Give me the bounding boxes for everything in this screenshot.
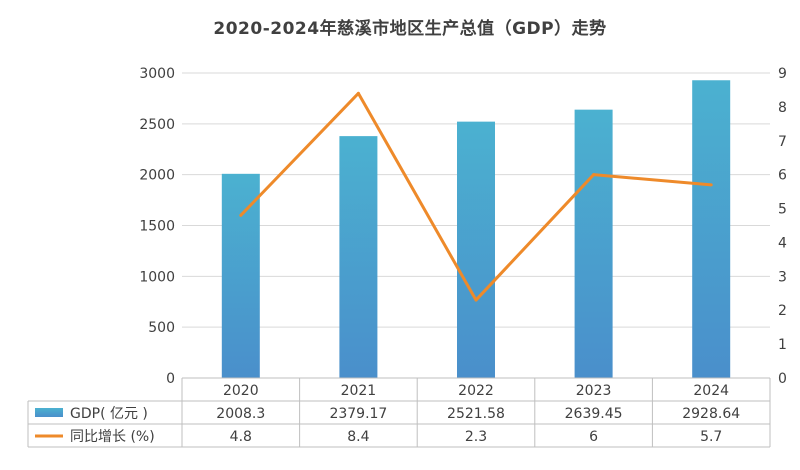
growth-value-label: 4.8 bbox=[230, 429, 252, 445]
gdp-value-label: 2379.17 bbox=[329, 406, 387, 422]
growth-value-label: 2.3 bbox=[465, 429, 487, 445]
growth-point bbox=[239, 213, 243, 217]
y-left-tick-label: 500 bbox=[148, 320, 175, 336]
line-series bbox=[239, 91, 713, 302]
gdp-value-label: 2008.3 bbox=[216, 406, 265, 422]
growth-point bbox=[356, 91, 360, 95]
gdp-bar bbox=[221, 173, 260, 378]
y-right-tick-label: 2 bbox=[778, 303, 787, 319]
y-right-tick-label: 4 bbox=[778, 235, 787, 251]
growth-point bbox=[592, 173, 596, 177]
gdp-value-label: 2521.58 bbox=[447, 406, 505, 422]
growth-point bbox=[709, 183, 713, 187]
growth-value-label: 8.4 bbox=[347, 429, 369, 445]
legend-gdp-label: GDP( 亿元 ) bbox=[70, 406, 148, 422]
growth-value-label: 6 bbox=[589, 429, 598, 445]
y-right-tick-label: 1 bbox=[778, 337, 787, 353]
y-right-tick-label: 6 bbox=[778, 168, 787, 184]
growth-point bbox=[474, 298, 478, 302]
x-tick-label: 2022 bbox=[458, 383, 494, 399]
y-left-tick-label: 3000 bbox=[139, 66, 175, 82]
y-right-tick-label: 9 bbox=[778, 66, 787, 82]
y-left-tick-label: 1000 bbox=[139, 269, 175, 285]
y-left-tick-label: 0 bbox=[166, 371, 175, 387]
gdp-bar bbox=[339, 136, 378, 378]
legend-growth-label: 同比增长 (%) bbox=[70, 429, 155, 445]
y-right-tick-label: 0 bbox=[778, 371, 787, 387]
y-left-tick-label: 2500 bbox=[139, 117, 175, 133]
y-left-tick-label: 1500 bbox=[139, 219, 175, 235]
y-left-tick-label: 2000 bbox=[139, 168, 175, 184]
x-tick-label: 2021 bbox=[341, 383, 377, 399]
gdp-bar bbox=[574, 109, 613, 378]
gdp-bar bbox=[457, 121, 495, 378]
x-tick-label: 2020 bbox=[223, 383, 259, 399]
x-tick-label: 2024 bbox=[693, 383, 729, 399]
legend-gdp-swatch bbox=[35, 408, 63, 417]
gdp-value-label: 2639.45 bbox=[565, 406, 623, 422]
data-table: 2020 2008.3 4.8 2021 2379.17 8.4 2022 2521.58 2.… bbox=[27, 377, 771, 448]
gdp-bar bbox=[692, 80, 731, 378]
gdp-value-label: 2928.64 bbox=[682, 406, 740, 422]
bars bbox=[221, 80, 731, 378]
x-tick-label: 2023 bbox=[576, 383, 612, 399]
y-right-tick-label: 3 bbox=[778, 269, 787, 285]
y-right-tick-label: 8 bbox=[778, 100, 787, 116]
y-right-tick-label: 5 bbox=[778, 202, 787, 218]
axes: 0 500 1000 1500 2000 2500 3000 0 1 2 3 4 5 6 7 8 9 bbox=[139, 66, 787, 387]
y-right-tick-label: 7 bbox=[778, 134, 787, 150]
growth-value-label: 5.7 bbox=[700, 429, 722, 445]
chart-title: 2020-2024年慈溪市地区生产总值（GDP）走势 bbox=[213, 18, 606, 39]
